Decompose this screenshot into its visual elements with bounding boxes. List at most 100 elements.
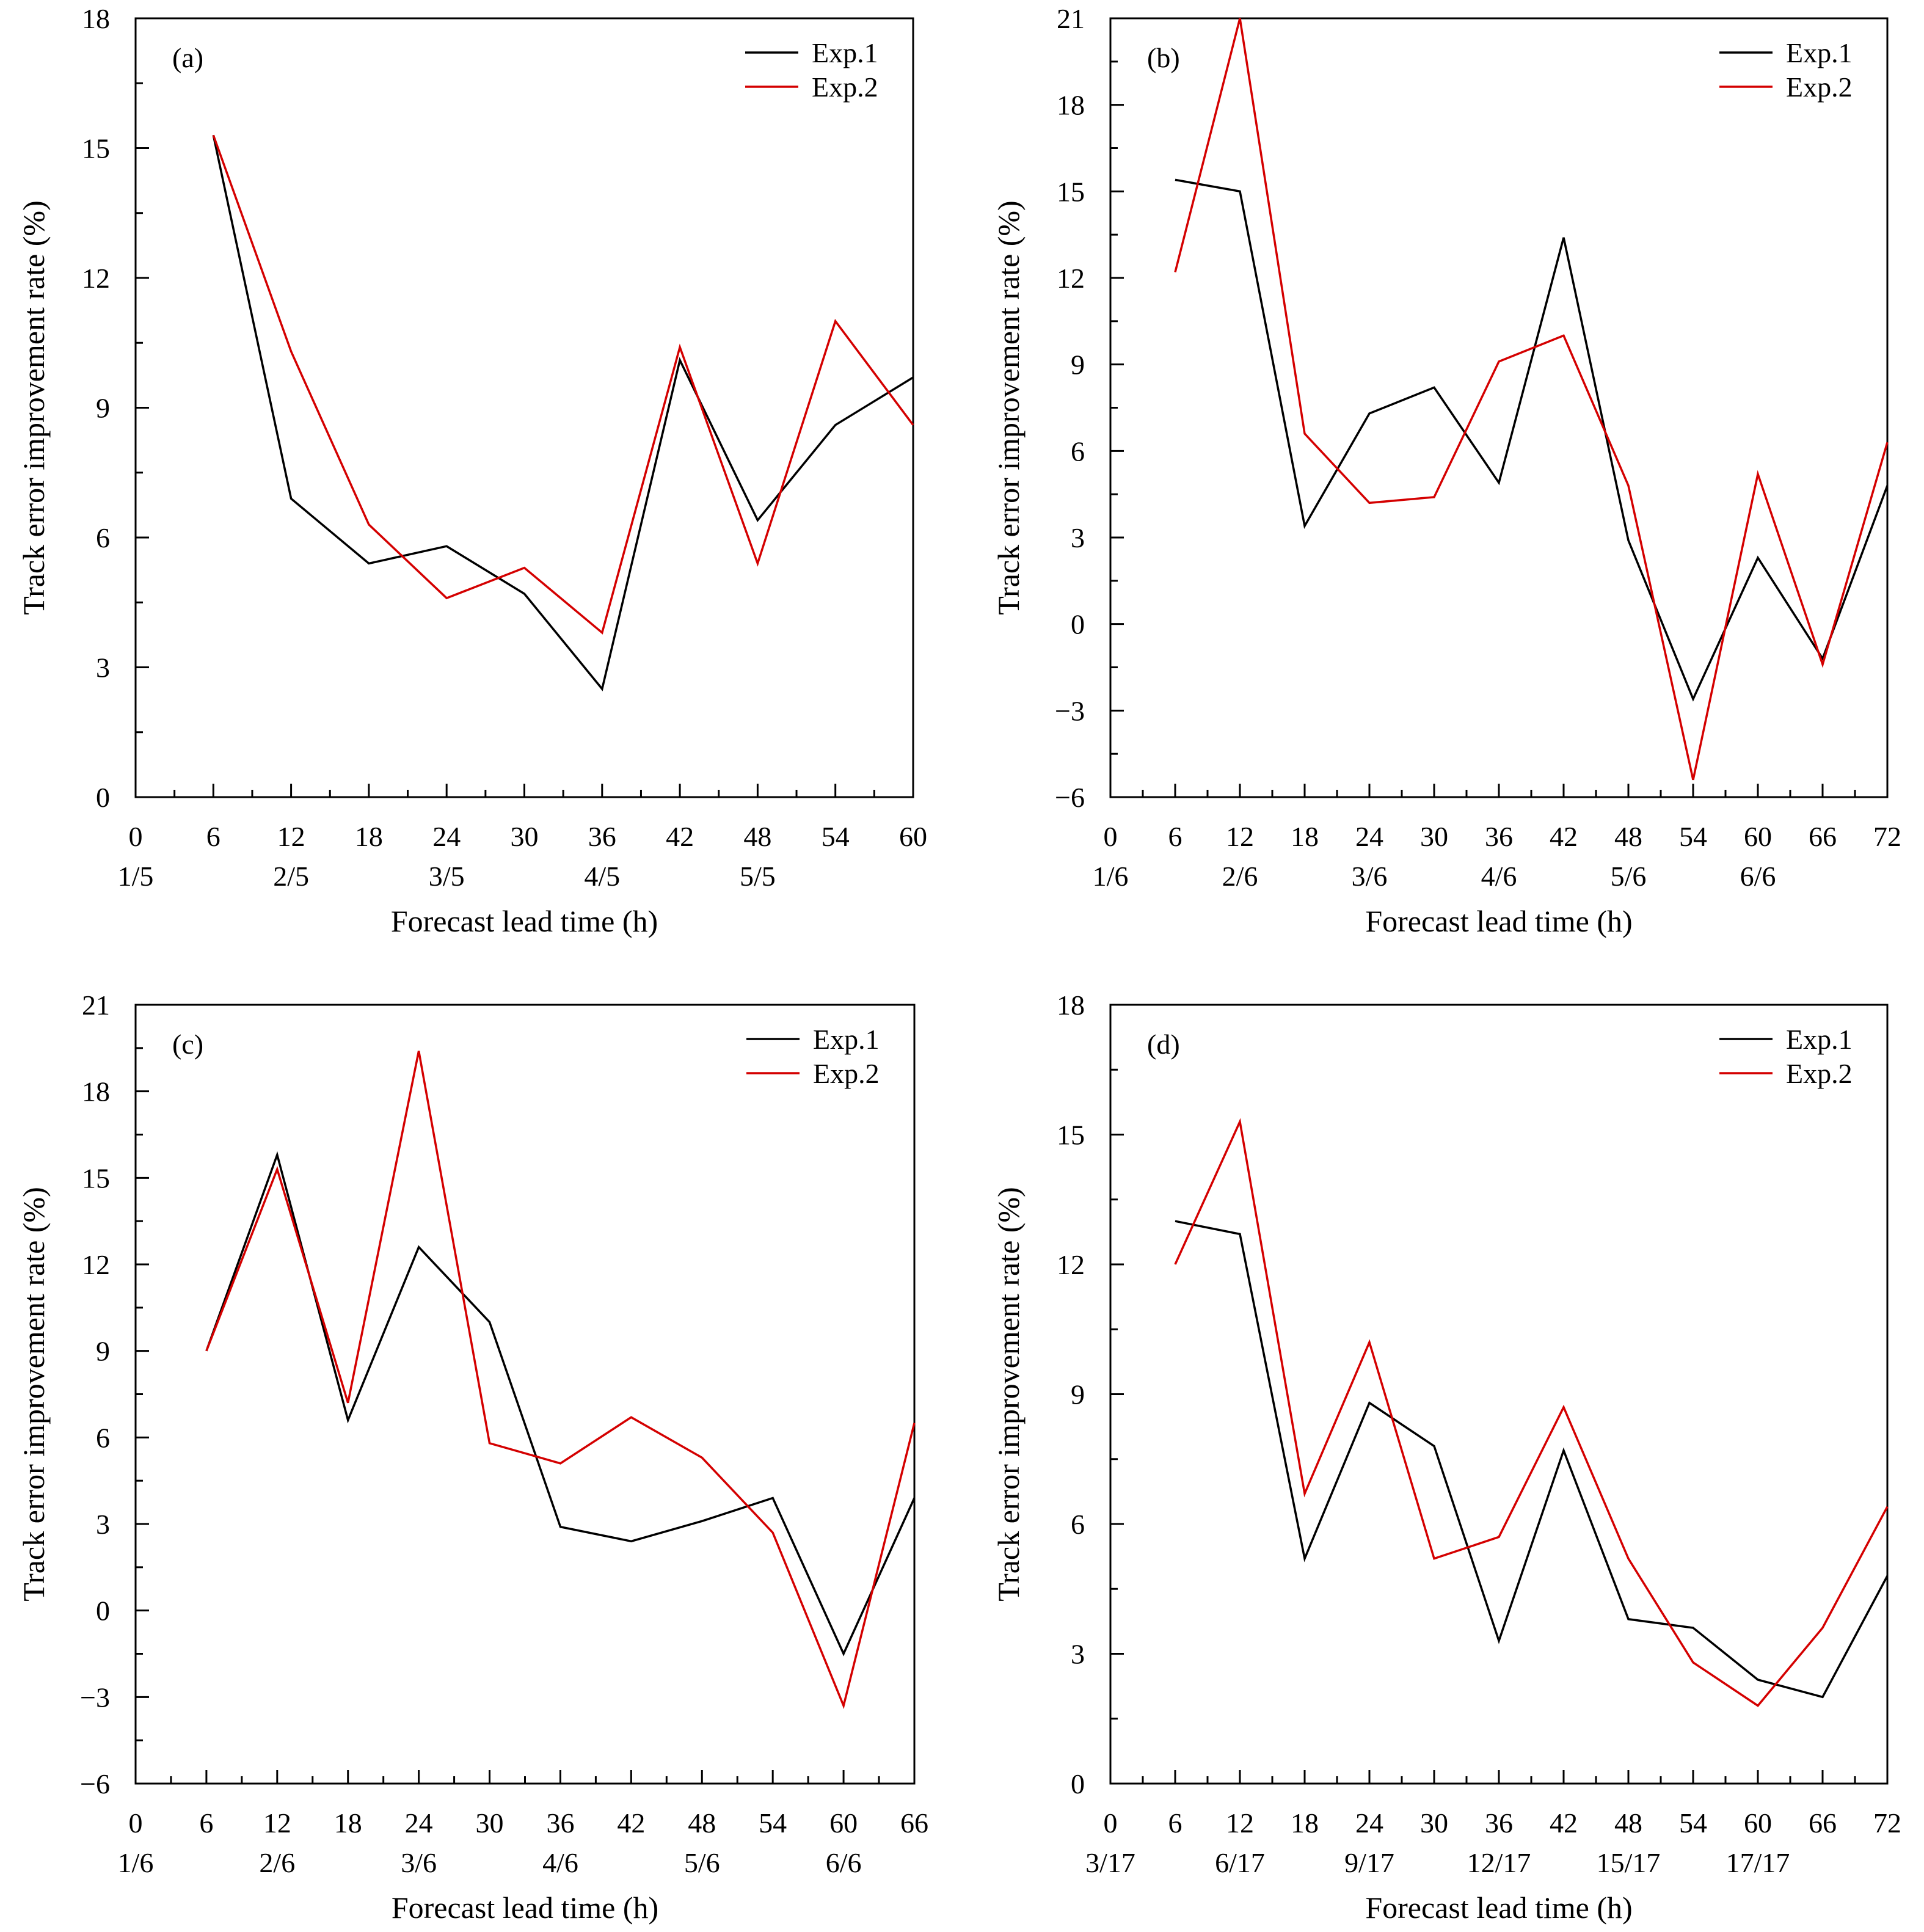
plot-frame [1109, 1004, 1889, 1785]
y-tick-label: 6 [96, 1422, 110, 1453]
x-tick-label: 66 [1809, 1807, 1837, 1839]
x-tick-label: 60 [829, 1807, 858, 1839]
x-date-label: 15/17 [1597, 1847, 1661, 1878]
y-tick-label: 12 [1057, 1249, 1085, 1280]
x-tick-label: 54 [1679, 1807, 1707, 1839]
x-tick-label: 30 [511, 821, 539, 852]
legend-label: Exp.2 [812, 71, 878, 103]
panel-label: (a) [172, 42, 203, 73]
series-line-exp1 [1175, 178, 1889, 702]
y-tick-label: 3 [96, 652, 110, 683]
plot-frame [1109, 17, 1889, 798]
y-tick-label: 3 [1071, 1639, 1085, 1670]
x-tick-label: 24 [405, 1807, 433, 1839]
x-tick-label: 30 [1420, 1807, 1448, 1839]
legend-label: Exp.2 [1786, 1058, 1853, 1089]
y-tick-label: −6 [1055, 782, 1085, 813]
y-tick-label: 0 [1071, 609, 1085, 640]
x-tick-label: 0 [129, 1807, 143, 1839]
x-date-label: 6/17 [1215, 1847, 1265, 1878]
chart-panel-d: 0 6 12 18 24 30 36 42 48 54 60 66 723/17 6/17 9/17 12/1… [991, 990, 1901, 1925]
x-tick-label: 66 [900, 1807, 928, 1839]
x-tick-label: 6 [1168, 821, 1182, 852]
y-tick-label: 18 [1057, 90, 1085, 121]
x-tick-label: 30 [476, 1807, 504, 1839]
series-line-exp1 [1175, 1220, 1889, 1699]
x-tick-label: 66 [1809, 821, 1837, 852]
legend-label: Exp.1 [1786, 37, 1853, 68]
x-axis-title: Forecast lead time (h) [392, 1890, 658, 1925]
x-date-label: 2/6 [259, 1847, 295, 1878]
y-tick-label: 3 [96, 1509, 110, 1540]
x-tick-label: 0 [1104, 821, 1118, 852]
x-date-label: 3/6 [401, 1847, 437, 1878]
x-tick-label: 60 [1744, 1807, 1772, 1839]
y-tick-label: 6 [1071, 1509, 1085, 1540]
x-date-label: 17/17 [1726, 1847, 1790, 1878]
x-tick-label: 72 [1873, 1807, 1901, 1839]
x-tick-label: 54 [822, 821, 850, 852]
y-tick-label: 0 [96, 1595, 110, 1627]
x-date-label: 4/6 [1481, 861, 1517, 892]
x-tick-label: 12 [1226, 1807, 1254, 1839]
y-tick-label: −3 [1055, 695, 1085, 726]
x-date-label: 1/5 [118, 861, 154, 892]
x-tick-label: 42 [666, 821, 694, 852]
x-tick-label: 18 [1291, 1807, 1319, 1839]
x-tick-label: 48 [688, 1807, 716, 1839]
y-tick-label: 15 [1057, 176, 1085, 207]
y-tick-label: 21 [82, 990, 110, 1021]
x-date-label: 5/5 [740, 861, 776, 892]
x-date-label: 1/6 [1093, 861, 1129, 892]
series-line-exp2 [212, 134, 914, 635]
y-tick-label: 9 [1071, 1379, 1085, 1410]
y-axis-title: Track error improvement rate (%) [991, 1187, 1026, 1601]
y-tick-label: 3 [1071, 522, 1085, 553]
y-tick-label: 0 [96, 782, 110, 813]
series-line-exp2 [1174, 1118, 1889, 1707]
chart-panel-a: 0 6 12 18 24 30 36 42 48 54 601/5 2/5 3/5 4/5 5/503691… [16, 3, 927, 938]
x-tick-label: 6 [1168, 1807, 1182, 1839]
x-tick-label: 36 [1485, 821, 1513, 852]
x-date-label: 5/6 [684, 1847, 720, 1878]
x-tick-label: 36 [588, 821, 616, 852]
legend-label: Exp.2 [813, 1058, 880, 1089]
x-tick-label: 12 [1226, 821, 1254, 852]
plot-frame [134, 17, 914, 798]
panel-label: (c) [172, 1029, 203, 1060]
y-tick-label: 18 [82, 3, 110, 34]
x-date-label: 4/6 [542, 1847, 578, 1878]
x-tick-label: 24 [432, 821, 461, 852]
x-tick-label: 42 [617, 1807, 645, 1839]
x-tick-label: 42 [1550, 1807, 1578, 1839]
x-axis-title: Forecast lead time (h) [391, 904, 658, 938]
x-tick-label: 60 [899, 821, 927, 852]
x-tick-label: 72 [1873, 821, 1901, 852]
x-tick-label: 54 [759, 1807, 787, 1839]
x-date-label: 6/6 [1740, 861, 1776, 892]
x-tick-label: 24 [1355, 821, 1383, 852]
x-date-label: 9/17 [1344, 1847, 1394, 1878]
x-date-label: 2/5 [273, 861, 309, 892]
y-axis-title: Track error improvement rate (%) [991, 200, 1026, 614]
x-date-label: 3/5 [429, 861, 465, 892]
x-tick-label: 6 [206, 821, 220, 852]
y-tick-label: 15 [82, 1162, 110, 1194]
x-tick-label: 18 [1291, 821, 1319, 852]
x-date-label: 3/17 [1085, 1847, 1135, 1878]
x-tick-label: 12 [277, 821, 305, 852]
series-line-exp2 [205, 1051, 916, 1710]
y-tick-label: 21 [1057, 3, 1085, 34]
y-tick-label: 12 [82, 1249, 110, 1280]
y-tick-label: 6 [1071, 436, 1085, 467]
legend-label: Exp.2 [1786, 71, 1853, 103]
series-line-exp1 [212, 134, 914, 691]
x-tick-label: 18 [355, 821, 383, 852]
x-date-label: 3/6 [1352, 861, 1388, 892]
x-tick-label: 24 [1355, 1807, 1383, 1839]
x-tick-label: 42 [1550, 821, 1578, 852]
y-tick-label: 9 [96, 393, 110, 424]
x-tick-label: 48 [743, 821, 771, 852]
x-date-label: 4/5 [584, 861, 620, 892]
